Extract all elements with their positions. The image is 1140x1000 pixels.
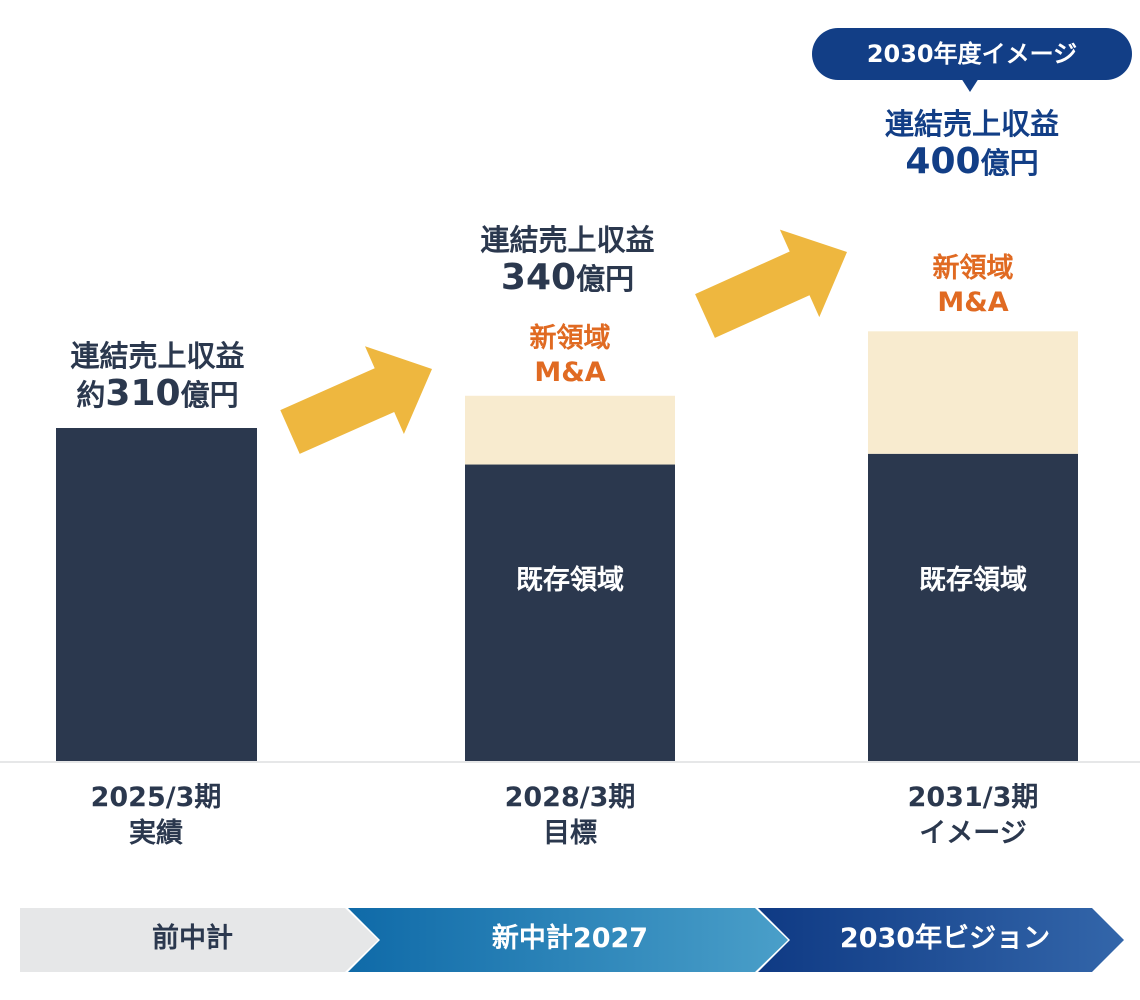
segment-label-line2: M&A [937, 287, 1009, 318]
total-title: 連結売上収益 [70, 339, 245, 373]
total-unit: 億円 [980, 146, 1039, 180]
total-number: 340 [500, 257, 577, 298]
total-label-2028: 連結売上収益 340億円 [430, 222, 705, 299]
period-sub: 目標 [543, 818, 597, 849]
period-year: 2028/3期 [504, 782, 636, 813]
period-label-2028: 2028/3期 目標 [470, 780, 670, 852]
bar-existing-0 [56, 428, 257, 761]
total-label-2031: 連結売上収益 400億円 [832, 106, 1112, 183]
phase-label-new-plan: 新中計2027 [491, 923, 649, 954]
total-value: 340億円 [430, 258, 705, 299]
bar-new-2 [868, 331, 1078, 454]
vision-badge: 2030年度イメージ [812, 28, 1132, 80]
segment-label-new-2031: 新領域 M&A [868, 252, 1078, 320]
total-number: 310 [105, 373, 181, 414]
phase-label-previous: 前中計 [152, 923, 233, 954]
segment-label-existing-2028: 既存領域 [516, 565, 624, 596]
total-value: 400億円 [832, 142, 1112, 183]
total-unit: 億円 [576, 262, 635, 296]
bar-existing-1 [465, 464, 675, 761]
growth-arrow-2 [695, 229, 847, 338]
period-label-2031: 2031/3期 イメージ [873, 780, 1073, 852]
segment-label-line1: 新領域 [932, 253, 1014, 284]
period-sub: 実績 [129, 818, 183, 849]
period-year: 2025/3期 [90, 782, 222, 813]
total-title: 連結売上収益 [884, 107, 1059, 141]
total-value: 約310億円 [20, 374, 295, 415]
segment-label-line2: M&A [534, 357, 606, 388]
period-label-2025: 2025/3期 実績 [56, 780, 256, 852]
total-prefix: 約 [76, 378, 106, 412]
phase-chevron-previous [20, 908, 378, 972]
total-number: 400 [905, 141, 981, 182]
total-unit: 億円 [180, 378, 239, 412]
vision-badge-pointer [961, 78, 979, 92]
total-label-2025: 連結売上収益 約310億円 [20, 338, 295, 415]
bar-existing-2 [868, 453, 1078, 761]
segment-label-existing-2031: 既存領域 [919, 565, 1027, 596]
segment-label-new-2028: 新領域 M&A [465, 322, 675, 390]
growth-arrow-1 [280, 346, 432, 454]
period-sub: イメージ [919, 818, 1027, 849]
total-title: 連結売上収益 [480, 223, 655, 257]
phase-chevron-vision [758, 908, 1124, 972]
period-year: 2031/3期 [907, 782, 1039, 813]
phase-label-vision: 2030年ビジョン [839, 923, 1051, 954]
segment-label-line1: 新領域 [529, 323, 611, 354]
bar-new-1 [465, 395, 675, 465]
phase-chevron-new-plan [348, 908, 788, 972]
